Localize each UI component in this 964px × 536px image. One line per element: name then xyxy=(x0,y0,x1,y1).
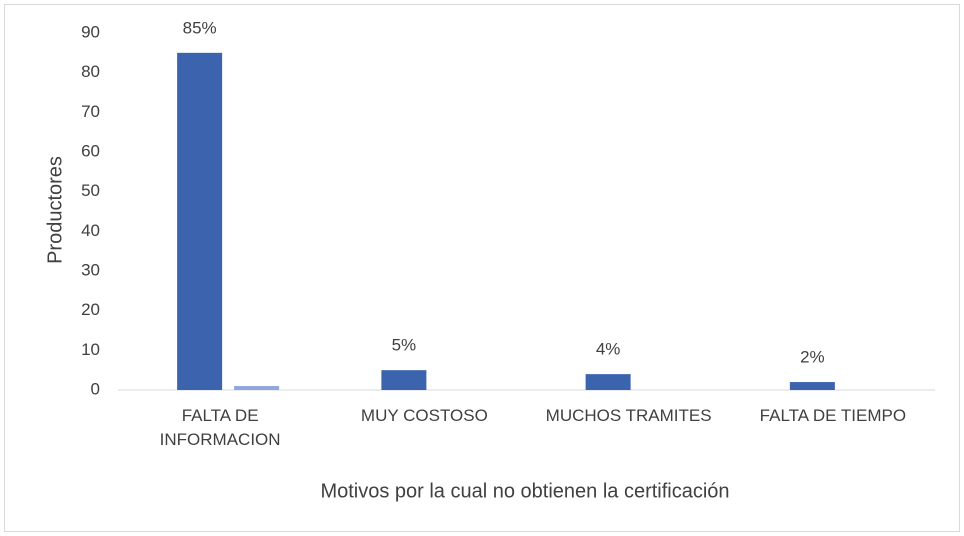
data-label: 85% xyxy=(183,18,217,37)
x-tick-label: MUY COSTOSO xyxy=(360,406,488,425)
y-tick-label: 70 xyxy=(81,102,100,121)
bar xyxy=(177,52,223,390)
data-label: 4% xyxy=(596,340,621,359)
x-tick-label: MUCHOS TRAMITES xyxy=(545,406,712,425)
x-tick-label: FALTA DE TIEMPO xyxy=(759,406,907,425)
data-label: 5% xyxy=(392,336,417,355)
y-tick-label: 90 xyxy=(81,22,100,41)
x-tick-label: FALTA DE INFORMACION xyxy=(159,406,281,449)
x-axis-title: Motivos por la cual no obtienen la certi… xyxy=(320,480,729,502)
chart-border xyxy=(4,4,960,532)
y-tick-label: 20 xyxy=(81,300,100,319)
data-label: 2% xyxy=(800,348,825,367)
bar xyxy=(234,386,280,390)
bar xyxy=(585,374,631,390)
y-tick-label: 0 xyxy=(91,379,100,398)
y-tick-label: 80 xyxy=(81,62,100,81)
y-tick-label: 40 xyxy=(81,221,100,240)
y-tick-label: 30 xyxy=(81,260,100,279)
bar xyxy=(789,382,835,390)
y-tick-label: 50 xyxy=(81,181,100,200)
bar xyxy=(381,370,427,390)
y-tick-label: 60 xyxy=(81,141,100,160)
y-axis-title: Productores xyxy=(44,156,66,264)
y-tick-label: 10 xyxy=(81,340,100,359)
